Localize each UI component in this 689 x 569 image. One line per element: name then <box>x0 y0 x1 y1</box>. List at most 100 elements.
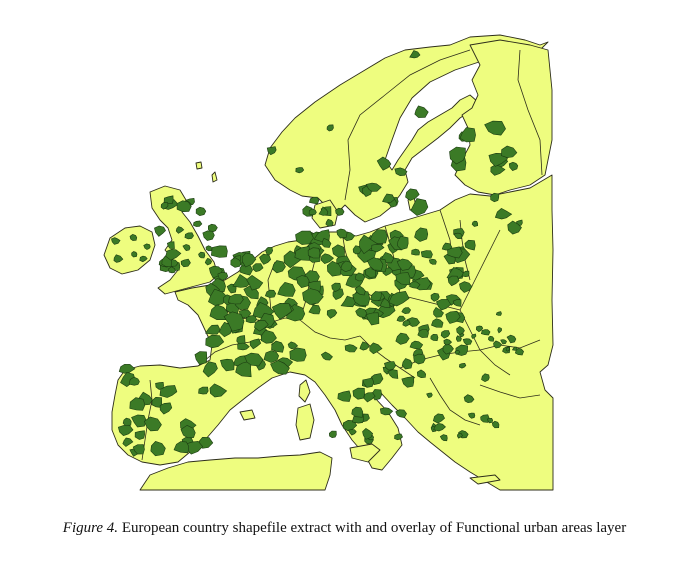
urban-area-patch <box>195 206 207 217</box>
urban-area-patch <box>228 294 244 305</box>
urban-area-patch <box>351 406 364 418</box>
urban-area-patch <box>205 245 213 252</box>
urban-area-patch <box>165 248 182 261</box>
urban-area-patch <box>308 208 317 216</box>
urban-area-patch <box>376 156 392 171</box>
country-finland-russia <box>454 39 553 196</box>
urban-area-patch <box>426 392 433 398</box>
urban-area-patch <box>359 234 379 255</box>
urban-area-patch <box>454 350 461 355</box>
urban-area-patch <box>122 437 134 447</box>
urban-area-patch <box>467 412 476 419</box>
urban-area-patch <box>180 424 196 439</box>
urban-area-patch <box>249 338 262 350</box>
figure-caption-text: European country shapefile extract with … <box>121 520 627 536</box>
urban-area-patch <box>462 338 473 346</box>
urban-area-patch <box>471 220 479 227</box>
urban-area-patch <box>134 430 145 440</box>
urban-area-patch <box>488 335 495 342</box>
functional-urban-areas-layer <box>111 50 524 457</box>
urban-area-patch <box>481 373 490 383</box>
urban-area-patch <box>508 161 519 171</box>
urban-area-patch <box>411 248 420 256</box>
urban-area-patch <box>176 200 192 213</box>
urban-area-patch <box>237 342 250 351</box>
urban-area-patch <box>352 387 365 400</box>
urban-area-patch <box>402 320 411 327</box>
urban-area-patch <box>340 295 356 308</box>
urban-area-patch <box>155 381 164 390</box>
urban-area-patch <box>480 329 491 336</box>
urban-area-patch <box>230 257 242 268</box>
urban-area-patch <box>129 397 146 411</box>
urban-area-patch <box>287 341 299 350</box>
urban-area-patch <box>208 223 218 233</box>
urban-area-patch <box>495 311 502 316</box>
urban-area-patch <box>365 312 380 326</box>
urban-area-patch <box>420 250 433 259</box>
urban-area-patch <box>379 407 394 416</box>
urban-area-patch <box>371 243 385 253</box>
urban-area-patch <box>414 227 429 242</box>
urban-area-patch <box>223 311 245 332</box>
urban-area-patch <box>394 167 408 177</box>
urban-area-patch <box>505 346 510 352</box>
urban-area-patch <box>480 414 490 423</box>
urban-area-patch <box>382 193 395 203</box>
border-finland-russia <box>517 49 543 176</box>
urban-area-patch <box>173 441 190 454</box>
urban-area-patch <box>409 340 424 350</box>
urban-area-patch <box>277 281 296 297</box>
urban-area-patch <box>456 326 465 336</box>
urban-area-patch <box>302 288 324 305</box>
urban-area-patch <box>433 306 444 318</box>
urban-area-patch <box>259 253 272 265</box>
urban-area-patch <box>344 344 358 353</box>
urban-area-patch <box>209 383 228 398</box>
urban-area-patch <box>401 358 413 370</box>
urban-area-patch <box>396 258 413 271</box>
urban-area-patch <box>401 376 415 388</box>
urban-area-patch <box>289 347 307 362</box>
urban-area-patch <box>238 309 252 319</box>
urban-area-patch <box>331 282 342 293</box>
urban-area-patch <box>355 307 368 318</box>
urban-area-patch <box>490 192 500 203</box>
urban-area-patch <box>395 332 410 345</box>
urban-area-patch <box>325 218 334 227</box>
urban-area-patch <box>131 414 147 428</box>
urban-area-patch <box>265 247 274 257</box>
figure-caption: Figure 4. European country shapefile ext… <box>0 519 689 538</box>
urban-area-patch <box>163 195 174 204</box>
urban-area-patch <box>493 340 503 349</box>
urban-area-patch <box>129 233 138 241</box>
urban-area-patch <box>461 270 470 278</box>
urban-area-patch <box>166 241 175 249</box>
urban-area-patch <box>326 260 342 277</box>
country-north-africa <box>139 451 333 491</box>
urban-area-patch <box>449 146 466 165</box>
urban-area-patch <box>159 385 178 398</box>
urban-area-patch <box>413 353 426 365</box>
urban-area-patch <box>337 390 352 402</box>
urban-area-patch <box>331 244 345 258</box>
urban-area-patch <box>501 145 518 159</box>
urban-area-patch <box>328 430 337 439</box>
urban-area-patch <box>494 208 513 220</box>
urban-area-patch <box>405 188 420 201</box>
urban-area-patch <box>180 258 191 268</box>
urban-area-patch <box>484 120 506 136</box>
urban-area-patch <box>442 343 454 355</box>
urban-area-patch <box>369 342 383 355</box>
urban-area-patch <box>500 339 507 345</box>
urban-area-patch <box>447 275 460 287</box>
urban-area-patch <box>455 335 462 342</box>
urban-area-patch <box>264 289 277 298</box>
urban-area-patch <box>490 164 506 176</box>
urban-area-patch <box>410 198 429 216</box>
urban-area-patch <box>154 225 166 237</box>
urban-area-patch <box>326 124 334 132</box>
urban-area-patch <box>252 263 264 273</box>
europe-map <box>103 34 554 491</box>
urban-area-patch <box>401 307 412 315</box>
